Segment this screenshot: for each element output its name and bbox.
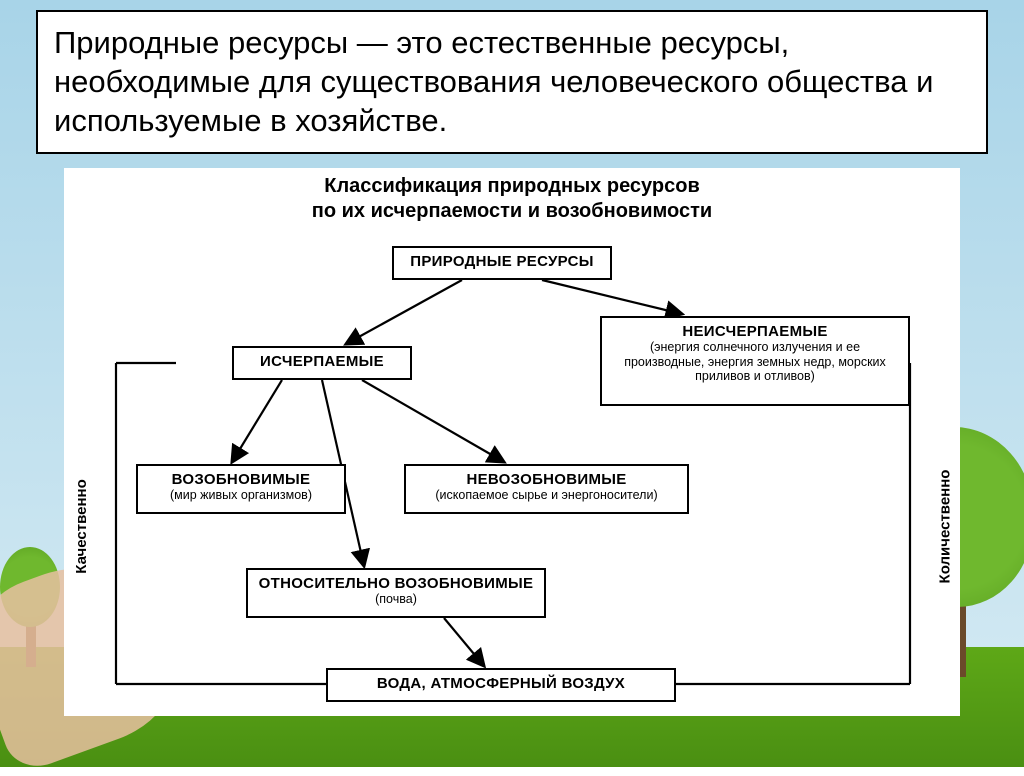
node-root-label: ПРИРОДНЫЕ РЕСУРСЫ	[402, 253, 602, 270]
node-renewable: ВОЗОБНОВИМЫЕ(мир живых организмов)	[136, 464, 346, 514]
right-axis-label: Количественно	[937, 470, 954, 584]
node-nonrenewable: НЕВОЗОБНОВИМЫЕ(ископаемое сырье и энерго…	[404, 464, 689, 514]
definition-box: Природные ресурсы — это естественные рес…	[36, 10, 988, 154]
chart-title-line1: Классификация природных ресурсов	[64, 174, 960, 199]
node-relative: ОТНОСИТЕЛЬНО ВОЗОБНОВИМЫЕ(почва)	[246, 568, 546, 618]
chart-title: Классификация природных ресурсов по их и…	[64, 168, 960, 224]
node-nonrenewable-label: НЕВОЗОБНОВИМЫЕ	[414, 471, 679, 488]
node-nonrenewable-sublabel: (ископаемое сырье и энергоносители)	[414, 488, 679, 502]
node-exhaustible: ИСЧЕРПАЕМЫЕ	[232, 346, 412, 380]
left-axis-label: Качественно	[73, 480, 90, 575]
node-inexhaustible-sublabel: (энергия солнечного излучения и ее произ…	[610, 340, 900, 383]
node-inexhaustible-label: НЕИСЧЕРПАЕМЫЕ	[610, 323, 900, 340]
node-relative-sublabel: (почва)	[256, 592, 536, 606]
node-inexhaustible: НЕИСЧЕРПАЕМЫЕ(энергия солнечного излучен…	[600, 316, 910, 406]
node-root: ПРИРОДНЫЕ РЕСУРСЫ	[392, 246, 612, 280]
node-renewable-label: ВОЗОБНОВИМЫЕ	[146, 471, 336, 488]
node-relative-label: ОТНОСИТЕЛЬНО ВОЗОБНОВИМЫЕ	[256, 575, 536, 592]
node-renewable-sublabel: (мир живых организмов)	[146, 488, 336, 502]
node-water_air: ВОДА, АТМОСФЕРНЫЙ ВОЗДУХ	[326, 668, 676, 702]
node-exhaustible-label: ИСЧЕРПАЕМЫЕ	[242, 353, 402, 370]
chart-title-line2: по их исчерпаемости и возобновимости	[64, 199, 960, 224]
definition-text: Природные ресурсы — это естественные рес…	[54, 25, 933, 138]
classification-diagram: Классификация природных ресурсов по их и…	[64, 168, 960, 716]
node-water_air-label: ВОДА, АТМОСФЕРНЫЙ ВОЗДУХ	[336, 675, 666, 692]
